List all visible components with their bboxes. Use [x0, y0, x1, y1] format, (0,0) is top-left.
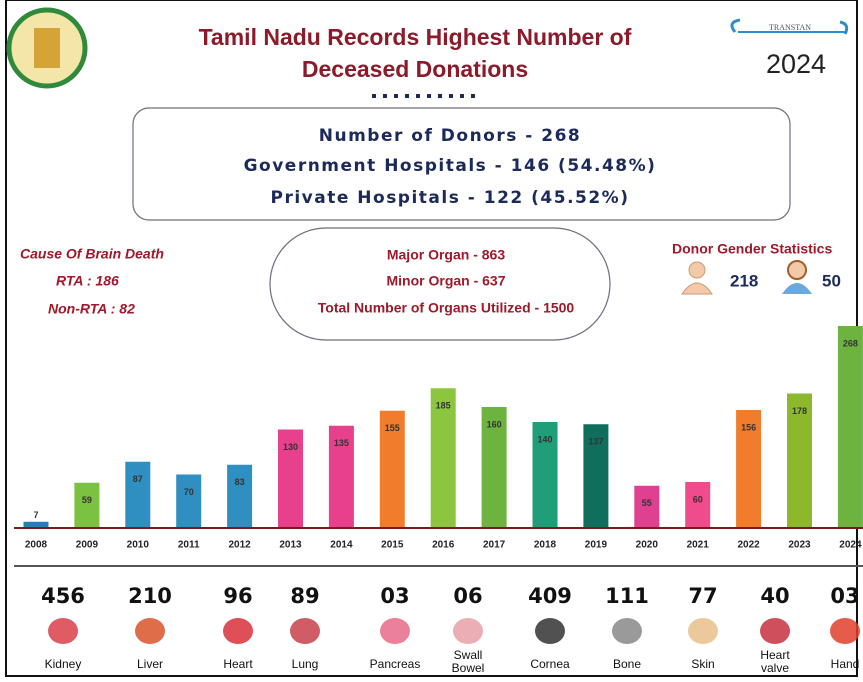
x-tick-label: 2018	[534, 540, 557, 551]
organ-icon	[223, 618, 253, 644]
organ-name: Liver	[137, 657, 163, 671]
x-tick-label: 2017	[483, 540, 506, 551]
organ-count: 77	[688, 584, 717, 608]
x-tick-label: 2013	[279, 540, 302, 551]
x-tick-label: 2010	[127, 540, 150, 551]
value-label: 130	[283, 442, 298, 452]
organ-summary: Total Number of Organs Utilized - 1500	[318, 300, 575, 316]
female-icon	[788, 261, 806, 279]
organ-icon	[290, 618, 320, 644]
summary-line: Private Hospitals - 122 (45.52%)	[270, 188, 629, 208]
value-label: 137	[588, 437, 603, 447]
organ-icon	[612, 618, 642, 644]
x-tick-label: 2023	[788, 540, 811, 551]
x-tick-label: 2015	[381, 540, 404, 551]
summary-line: Number of Donors - 268	[319, 126, 582, 146]
bar	[176, 475, 201, 528]
x-tick-label: 2019	[585, 540, 608, 551]
summary-line: Government Hospitals - 146 (54.48%)	[244, 156, 657, 176]
organ-icon	[688, 618, 718, 644]
organ-count: 210	[128, 584, 172, 608]
bar	[685, 482, 710, 527]
title-line: Tamil Nadu Records Highest Number of	[199, 24, 632, 50]
organ-name: Swall	[454, 648, 483, 662]
title-line: Deceased Donations	[302, 56, 528, 82]
organ-name: Bone	[613, 657, 641, 671]
organ-icon	[830, 618, 860, 644]
organ-icon	[535, 618, 565, 644]
organ-name: Hand	[831, 657, 860, 671]
organ-count: 03	[380, 584, 409, 608]
gender-title: Donor Gender Statistics	[672, 241, 832, 257]
x-tick-label: 2022	[737, 540, 760, 551]
organ-name: Lung	[292, 657, 319, 671]
value-label: 178	[792, 406, 807, 416]
x-tick-label: 2011	[178, 540, 200, 551]
brain-death-title: Cause Of Brain Death	[20, 246, 164, 262]
organ-icon	[380, 618, 410, 644]
value-label: 7	[33, 510, 38, 520]
organ-count: 06	[453, 584, 482, 608]
bar	[227, 465, 252, 527]
brain-death-line: Non-RTA : 82	[48, 301, 135, 317]
organ-name: Cornea	[530, 657, 570, 671]
value-label: 59	[82, 495, 92, 505]
organ-summary: Major Organ - 863	[387, 247, 505, 263]
organ-icon	[48, 618, 78, 644]
organ-name: Heart	[760, 648, 790, 662]
value-label: 87	[133, 474, 143, 484]
organ-count: 03	[830, 584, 859, 608]
value-label: 60	[693, 494, 703, 504]
organ-count: 111	[605, 584, 649, 608]
x-tick-label: 2014	[330, 540, 353, 551]
x-tick-label: 2008	[25, 540, 48, 551]
organ-count: 456	[41, 584, 85, 608]
male-count: 218	[730, 271, 758, 290]
value-label: 55	[642, 498, 652, 508]
organ-count: 96	[223, 584, 252, 608]
organ-count: 40	[760, 584, 789, 608]
value-label: 155	[385, 423, 400, 433]
organ-name: Skin	[691, 657, 714, 671]
value-label: 185	[436, 401, 451, 411]
transtan-text: TRANSTAN	[769, 23, 811, 32]
x-tick-label: 2024	[839, 540, 862, 551]
background	[0, 0, 863, 682]
infographic: TRANSTAN 2024 Tamil Nadu Records Highest…	[0, 0, 863, 682]
male-icon	[689, 262, 705, 278]
x-tick-label: 2016	[432, 540, 455, 551]
x-tick-label: 2020	[636, 540, 659, 551]
value-label: 135	[334, 438, 349, 448]
organ-name: Kidney	[45, 657, 82, 671]
emblem-temple	[34, 28, 60, 68]
organ-icon	[135, 618, 165, 644]
value-label: 268	[843, 338, 858, 348]
x-tick-label: 2009	[76, 540, 99, 551]
value-label: 83	[235, 477, 245, 487]
organ-count: 409	[528, 584, 572, 608]
bar	[24, 522, 49, 527]
organ-name: Bowel	[452, 661, 485, 675]
bar	[125, 462, 150, 527]
year: 2024	[766, 49, 826, 79]
value-label: 70	[184, 487, 194, 497]
x-tick-label: 2012	[228, 540, 251, 551]
organ-name: Heart	[223, 657, 253, 671]
organ-icon	[760, 618, 790, 644]
value-label: 160	[487, 419, 502, 429]
organ-summary: Minor Organ - 637	[386, 273, 505, 289]
value-label: 156	[741, 422, 756, 432]
female-count: 50	[822, 271, 841, 290]
value-label: 140	[537, 434, 552, 444]
x-tick-label: 2021	[687, 540, 710, 551]
organ-name: Pancreas	[370, 657, 421, 671]
bar	[838, 326, 863, 527]
organ-icon	[453, 618, 483, 644]
organ-count: 89	[290, 584, 319, 608]
organ-name: valve	[761, 661, 789, 675]
brain-death-line: RTA : 186	[56, 273, 119, 289]
